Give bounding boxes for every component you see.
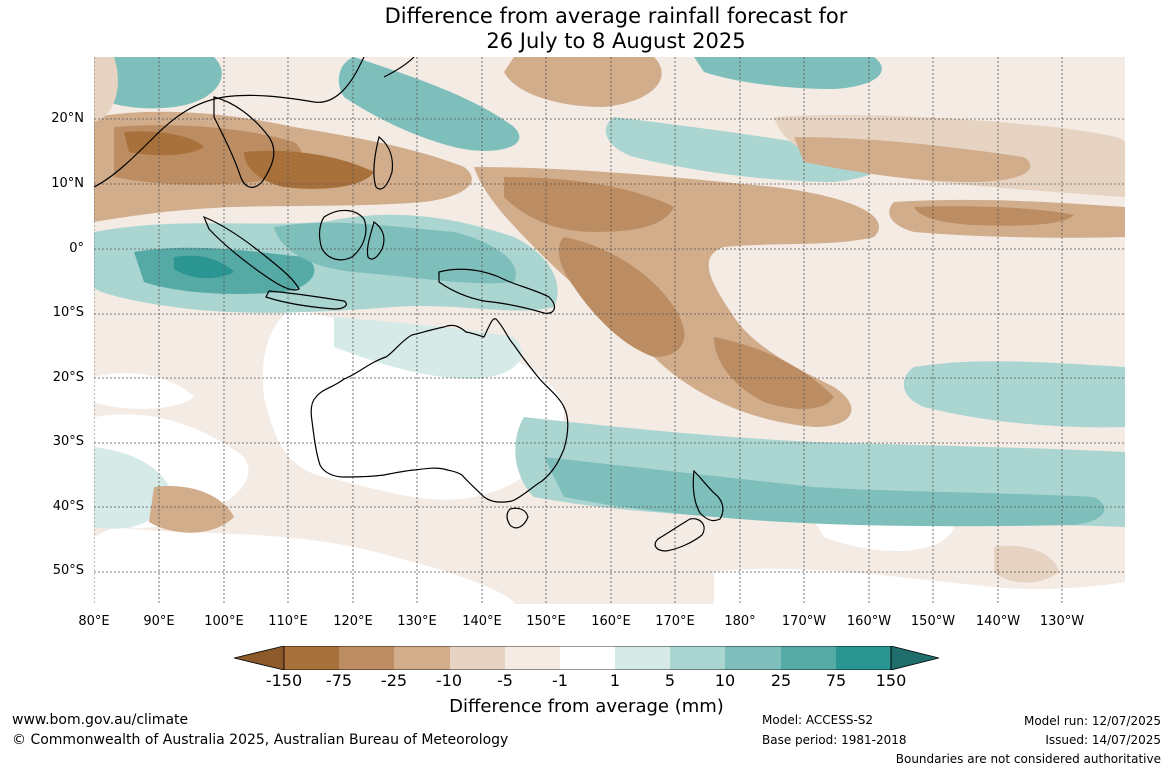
- japan-coastline: [383, 57, 415, 78]
- lat-label-40s: 40°S: [52, 499, 84, 514]
- legend-tick-8: 5: [664, 671, 676, 690]
- graticule: [94, 57, 1125, 604]
- lon-label-180: 180°: [724, 614, 756, 629]
- lon-label-170w: 170°W: [781, 614, 827, 629]
- map-title: Difference from average rainfall forecas…: [0, 4, 1173, 54]
- legend-tick-1: -150: [265, 671, 303, 690]
- lon-label-140e: 140°E: [462, 614, 502, 629]
- philippines-coastline: [373, 135, 394, 190]
- colorbar-swatch-2: [339, 646, 394, 670]
- lat-label-0: 0°: [69, 241, 84, 256]
- colorbar-swatch-5: [505, 646, 560, 670]
- rainfall-anomaly-map: [94, 57, 1125, 604]
- colorbar-swatch-9: [725, 646, 781, 670]
- australia-coastline: [310, 318, 569, 503]
- lon-label-110e: 110°E: [268, 614, 308, 629]
- colorbar-swatch-6: [560, 646, 615, 670]
- lon-label-160w: 160°W: [846, 614, 892, 629]
- coastlines: [94, 57, 724, 552]
- legend-tick-4: -10: [435, 671, 463, 690]
- wet-regions: [94, 57, 1125, 529]
- lat-label-50s: 50°S: [52, 563, 84, 578]
- legend-tick-6: -1: [552, 671, 568, 690]
- footer-model-run: Model run: 12/07/2025: [1023, 714, 1161, 728]
- footer-base-period: Base period: 1981-2018: [762, 733, 907, 747]
- title-line-1: Difference from average rainfall forecas…: [384, 4, 848, 28]
- colorbar-swatch-8: [670, 646, 725, 670]
- lon-label-150w: 150°W: [910, 614, 956, 629]
- legend-tick-5: -5: [497, 671, 513, 690]
- legend-tick-12: 150: [875, 671, 907, 690]
- lon-label-130w: 130°W: [1039, 614, 1085, 629]
- lat-label-10s: 10°S: [52, 305, 84, 320]
- sulawesi-coastline: [366, 221, 385, 260]
- colorbar-svg: [233, 645, 940, 671]
- colorbar-arrow-low: [233, 645, 285, 671]
- dry-regions: [94, 57, 1125, 583]
- lon-label-130e: 130°E: [397, 614, 437, 629]
- neutral-regions: [94, 307, 1125, 604]
- lon-label-80e: 80°E: [78, 614, 110, 629]
- legend-tick-9: 10: [714, 671, 736, 690]
- lon-label-140w: 140°W: [975, 614, 1021, 629]
- indochina-coastline: [213, 96, 275, 188]
- lat-label-30s: 30°S: [52, 434, 84, 449]
- map-svg: [94, 57, 1125, 604]
- legend-tick-2: -75: [325, 671, 353, 690]
- lon-label-100e: 100°E: [204, 614, 244, 629]
- legend-colorbar: [233, 645, 940, 674]
- legend-label: Difference from average (mm): [449, 696, 724, 717]
- lat-label-20s: 20°S: [52, 370, 84, 385]
- borneo-coastline: [318, 209, 367, 261]
- colorbar-swatch-4: [450, 646, 505, 670]
- nz-south-island: [654, 518, 705, 552]
- footer-model: Model: ACCESS-S2: [762, 713, 874, 727]
- asia-coastline: [94, 57, 365, 188]
- lon-label-90e: 90°E: [143, 614, 175, 629]
- colorbar-swatch-1: [284, 646, 339, 670]
- colorbar-swatch-7: [615, 646, 670, 670]
- nz-north-island: [692, 469, 724, 522]
- footer-issued: Issued: 14/07/2025: [1045, 733, 1161, 747]
- title-line-2: 26 July to 8 August 2025: [486, 29, 746, 53]
- colorbar-swatch-11: [836, 646, 891, 670]
- colorbar-arrow-high: [890, 645, 940, 671]
- legend-tick-3: -25: [380, 671, 408, 690]
- legend-tick-7: 1: [609, 671, 621, 690]
- colorbar-swatch-3: [394, 646, 450, 670]
- lon-label-150e: 150°E: [526, 614, 566, 629]
- tasmania-coastline: [506, 507, 529, 529]
- footer-copyright: © Commonwealth of Australia 2025, Austra…: [12, 732, 509, 748]
- footer-url[interactable]: www.bom.gov.au/climate: [12, 712, 189, 728]
- lon-label-160e: 160°E: [591, 614, 631, 629]
- lat-label-10n: 10°N: [51, 176, 84, 191]
- lon-label-120e: 120°E: [333, 614, 373, 629]
- new-guinea-coastline: [438, 268, 556, 314]
- footer-disclaimer: Boundaries are not considered authoritat…: [895, 752, 1161, 766]
- colorbar-swatch-10: [781, 646, 836, 670]
- sumatra-coastline: [202, 215, 300, 291]
- java-coastline: [265, 290, 347, 310]
- lat-label-20n: 20°N: [51, 111, 84, 126]
- legend-tick-11: 75: [825, 671, 847, 690]
- legend-tick-10: 25: [770, 671, 792, 690]
- lon-label-170e: 170°E: [655, 614, 695, 629]
